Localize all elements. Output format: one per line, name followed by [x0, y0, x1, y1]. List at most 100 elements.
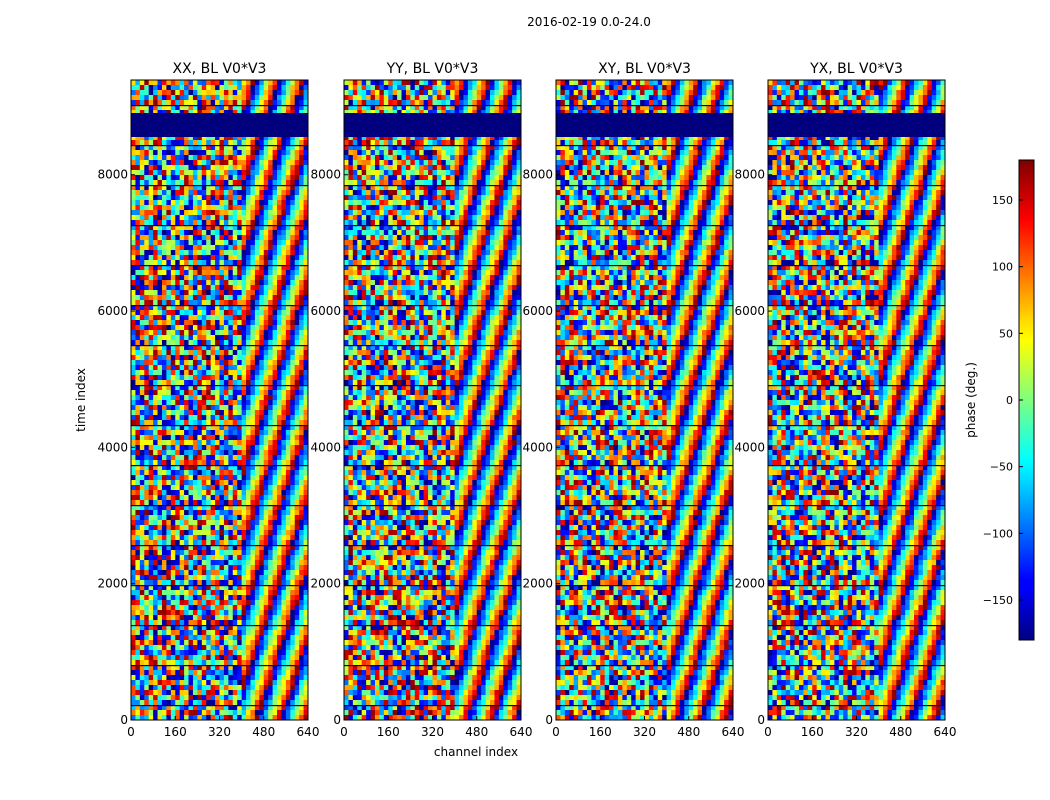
heatmap-cell — [175, 290, 180, 295]
heatmap-cell — [166, 615, 171, 620]
heatmap-cell — [166, 80, 171, 85]
heatmap-cell — [175, 560, 180, 565]
heatmap-cell — [215, 645, 220, 650]
heatmap-cell — [153, 255, 158, 260]
heatmap-cell — [277, 530, 282, 535]
heatmap-cell — [224, 80, 229, 85]
heatmap-cell — [277, 150, 282, 155]
heatmap-cell — [180, 295, 185, 300]
heatmap-cell — [166, 515, 171, 520]
heatmap-cell — [149, 235, 154, 240]
heatmap-cell — [206, 575, 211, 580]
heatmap-cell — [166, 360, 171, 365]
heatmap-cell — [206, 150, 211, 155]
heatmap-cell — [153, 100, 158, 105]
heatmap-cell — [149, 405, 154, 410]
heatmap-cell — [158, 250, 163, 255]
heatmap-cell — [180, 285, 185, 290]
heatmap-cell — [158, 300, 163, 305]
heatmap-cell — [215, 635, 220, 640]
heatmap-cell — [220, 360, 225, 365]
heatmap-cell — [264, 615, 269, 620]
heatmap-cell — [290, 655, 295, 660]
heatmap-cell — [233, 455, 238, 460]
heatmap-cell — [246, 695, 251, 700]
heatmap-cell — [197, 80, 202, 85]
heatmap-cell — [233, 165, 238, 170]
heatmap-cell — [180, 160, 185, 165]
heatmap-cell — [273, 560, 278, 565]
heatmap-cell — [299, 180, 304, 185]
heatmap-cell — [158, 180, 163, 185]
heatmap-cell — [153, 300, 158, 305]
heatmap-cell — [255, 450, 260, 455]
heatmap-cell — [277, 675, 282, 680]
heatmap-cell — [158, 675, 163, 680]
heatmap-cell — [193, 525, 198, 530]
heatmap-cell — [259, 270, 264, 275]
heatmap-cell — [144, 365, 149, 370]
heatmap-cell — [175, 320, 180, 325]
heatmap-cell — [135, 700, 140, 705]
heatmap-cell — [259, 190, 264, 195]
heatmap-cell — [273, 490, 278, 495]
heatmap-cell — [162, 630, 167, 635]
heatmap-cell — [255, 315, 260, 320]
heatmap-cell — [250, 680, 255, 685]
heatmap-cell — [135, 605, 140, 610]
heatmap-cell — [273, 365, 278, 370]
heatmap-cell — [259, 250, 264, 255]
heatmap-cell — [180, 555, 185, 560]
heatmap-cell — [140, 565, 145, 570]
heatmap-cell — [228, 470, 233, 475]
heatmap-cell — [180, 240, 185, 245]
heatmap-cell — [171, 170, 176, 175]
heatmap-cell — [273, 380, 278, 385]
heatmap-cell — [299, 320, 304, 325]
heatmap-cell — [140, 270, 145, 275]
heatmap-cell — [140, 395, 145, 400]
heatmap-cell — [162, 565, 167, 570]
heatmap-cell — [149, 350, 154, 355]
heatmap-cell — [273, 155, 278, 160]
heatmap-cell — [153, 670, 158, 675]
heatmap-cell — [131, 470, 136, 475]
heatmap-cell — [290, 420, 295, 425]
heatmap-cell — [299, 610, 304, 615]
heatmap-cell — [259, 220, 264, 225]
heatmap-cell — [281, 445, 286, 450]
heatmap-cell — [171, 350, 176, 355]
heatmap-cell — [290, 375, 295, 380]
heatmap-cell — [184, 470, 189, 475]
heatmap-cell — [250, 455, 255, 460]
heatmap-cell — [202, 160, 207, 165]
heatmap-cell — [193, 685, 198, 690]
heatmap-cell — [273, 285, 278, 290]
heatmap-cell — [140, 220, 145, 225]
heatmap-cell — [259, 245, 264, 250]
heatmap-cell — [242, 85, 247, 90]
heatmap-cell — [242, 595, 247, 600]
heatmap-cell — [140, 650, 145, 655]
heatmap-cell — [206, 450, 211, 455]
heatmap-cell — [202, 355, 207, 360]
heatmap-cell — [290, 630, 295, 635]
heatmap-cell — [277, 320, 282, 325]
heatmap-cell — [149, 640, 154, 645]
heatmap-cell — [281, 655, 286, 660]
heatmap-cell — [162, 315, 167, 320]
heatmap-cell — [189, 155, 194, 160]
heatmap-cell — [135, 295, 140, 300]
heatmap-cell — [158, 95, 163, 100]
heatmap-cell — [295, 600, 300, 605]
heatmap-cell — [246, 250, 251, 255]
heatmap-cell — [144, 95, 149, 100]
heatmap-cell — [144, 200, 149, 205]
heatmap-cell — [286, 485, 291, 490]
heatmap-cell — [158, 690, 163, 695]
heatmap-cell — [220, 310, 225, 315]
flag-line — [131, 665, 308, 666]
heatmap-cell — [206, 515, 211, 520]
heatmap-cell — [295, 235, 300, 240]
heatmap-cell — [180, 335, 185, 340]
